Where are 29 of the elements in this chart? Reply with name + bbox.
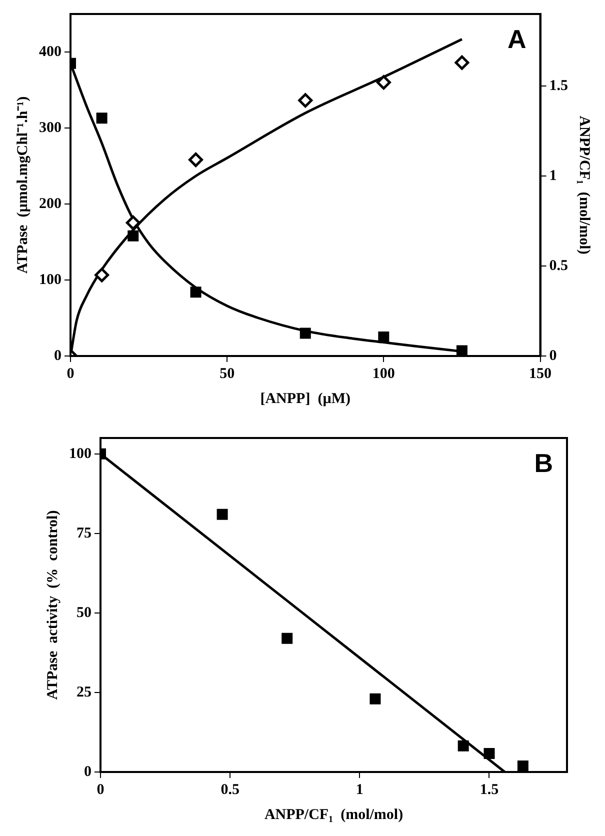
y2-tick-label: 1.5 <box>549 78 568 94</box>
y-axis-title: ATPase activity (% control) <box>44 510 61 700</box>
y-tick-label: 0 <box>84 764 92 780</box>
y-tick-label: 50 <box>76 604 92 621</box>
x-tick-label: 0.5 <box>220 782 240 798</box>
x-tick-label: 1.5 <box>480 782 499 798</box>
x-tick-label: 1 <box>356 782 364 798</box>
annotation: B <box>534 448 553 478</box>
y-tick-label: 300 <box>39 120 62 136</box>
y-tick-label: 75 <box>76 525 92 542</box>
y2-tick-label: 1 <box>549 168 557 184</box>
y-tick-label: 25 <box>76 684 92 700</box>
x-axis-title: ANPP/CF₁ (mol/mol) <box>264 806 404 823</box>
y-axis-title: ATPase (µmol.mgChl⁻¹.h⁻¹) <box>14 96 31 274</box>
y-tick-label: 100 <box>39 272 62 288</box>
x-tick-label: 100 <box>372 366 395 382</box>
x-axis-title: [ANPP] (µM) <box>260 390 351 407</box>
x-tick-label: 0 <box>96 782 104 798</box>
y-tick-label: 0 <box>54 348 62 364</box>
y2-tick-label: 0.5 <box>549 258 568 274</box>
x-tick-label: 50 <box>220 366 235 382</box>
x-tick-label: 0 <box>66 366 74 382</box>
x-tick-label: 150 <box>529 366 552 382</box>
annotation: A <box>507 24 526 54</box>
y2-axis-title: ANPP/CF₁ (mol/mol) <box>576 116 592 254</box>
y2-tick-label: 0 <box>549 348 557 364</box>
y-tick-label: 100 <box>69 446 92 462</box>
y-tick-label: 400 <box>39 44 62 60</box>
y-tick-label: 200 <box>39 196 62 212</box>
